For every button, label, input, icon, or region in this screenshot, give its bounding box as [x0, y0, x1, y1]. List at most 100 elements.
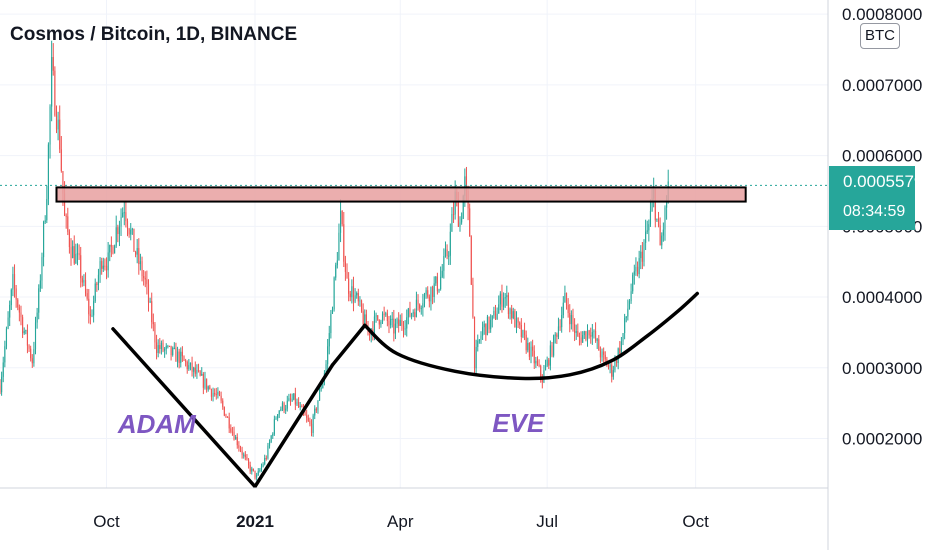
candle-body	[360, 300, 363, 312]
candle-body	[54, 70, 56, 116]
candle-body	[385, 313, 387, 315]
candle-body	[5, 328, 8, 347]
candle-body	[590, 335, 592, 337]
candle-body	[62, 171, 64, 194]
candle-body	[435, 276, 437, 284]
candle-body	[528, 343, 530, 357]
candle-body	[314, 408, 316, 416]
candle-body	[296, 401, 298, 405]
candle-body	[401, 320, 403, 326]
bar-countdown: 08:34:59	[843, 203, 906, 220]
candle-body	[118, 226, 121, 235]
currency-button[interactable]: BTC	[860, 23, 900, 49]
candle-body	[498, 304, 500, 314]
candle-body	[415, 299, 417, 317]
candle-body	[152, 322, 154, 325]
candle-body	[330, 313, 332, 334]
trendline	[111, 327, 257, 489]
candle-body	[254, 470, 256, 478]
candle-body	[188, 365, 190, 370]
candle-body	[204, 378, 206, 388]
candle-body	[612, 370, 614, 377]
candle-body	[406, 317, 408, 329]
candle-body	[388, 320, 390, 326]
candle-body	[544, 365, 547, 371]
candle-body	[475, 346, 477, 369]
candle-body	[553, 335, 555, 356]
candle-body	[146, 279, 148, 285]
candle-body	[273, 419, 275, 434]
candle-body	[593, 330, 595, 333]
candle-body	[259, 469, 261, 472]
trendline	[363, 291, 700, 381]
candle-body	[10, 289, 12, 306]
candle-body	[620, 341, 622, 354]
price-tick-label: 0.0003000	[842, 359, 922, 378]
candle-body	[165, 345, 167, 349]
candle-body	[338, 232, 340, 261]
candle-body	[83, 280, 85, 283]
candle-body	[154, 324, 156, 343]
candle-body	[383, 313, 385, 315]
candle-body	[536, 360, 539, 365]
candle-body	[640, 251, 642, 259]
candle-body	[380, 321, 382, 325]
candle-body	[212, 392, 214, 397]
candle-body	[614, 359, 616, 371]
candle-body	[525, 334, 527, 351]
candle-body	[393, 318, 395, 334]
candle-body	[13, 274, 16, 289]
candle-body	[256, 475, 258, 478]
candle-body	[381, 313, 384, 322]
candle-body	[364, 314, 366, 325]
candle-body	[438, 289, 440, 292]
candle-body	[509, 308, 511, 315]
candle-body	[109, 244, 111, 253]
time-tick-label: 2021	[236, 512, 274, 531]
candle-body	[485, 323, 487, 336]
candle-body	[159, 345, 161, 349]
candle-body	[409, 308, 411, 317]
candle-body	[352, 286, 355, 302]
candle-body	[601, 351, 603, 358]
candle-body	[493, 310, 495, 316]
candle-body	[117, 227, 119, 235]
candle-body	[645, 231, 647, 243]
candle-body	[336, 260, 338, 266]
candle-body	[496, 313, 498, 320]
candle-body	[120, 216, 122, 227]
candle-body	[86, 293, 88, 299]
candle-body	[556, 334, 558, 337]
candle-body	[162, 342, 164, 351]
candle-body	[133, 228, 135, 252]
candle-body	[649, 210, 652, 225]
candle-body	[341, 211, 343, 225]
candle-body	[243, 454, 245, 456]
candle-body	[507, 295, 509, 315]
candle-body	[357, 292, 359, 302]
candle-body	[70, 247, 72, 258]
candle-body	[41, 257, 43, 281]
candle-body	[67, 216, 69, 232]
candle-body	[472, 284, 474, 317]
candle-body	[241, 450, 243, 455]
candle-body	[511, 308, 513, 319]
candle-body	[412, 312, 414, 314]
candle-body	[457, 199, 459, 227]
candle-body	[339, 211, 342, 233]
candle-body	[540, 365, 542, 377]
candle-body	[599, 350, 601, 358]
candle-body	[94, 283, 96, 302]
candle-body	[217, 391, 219, 395]
candle-body	[577, 331, 579, 337]
trendline-group	[111, 291, 700, 489]
candle-body	[97, 274, 100, 286]
candle-body	[446, 249, 448, 257]
candle-body	[25, 330, 27, 332]
candle-body	[591, 332, 593, 337]
candle-body	[512, 311, 514, 319]
candle-body	[564, 292, 566, 303]
candle-body	[228, 417, 230, 429]
candle-body	[348, 278, 350, 294]
